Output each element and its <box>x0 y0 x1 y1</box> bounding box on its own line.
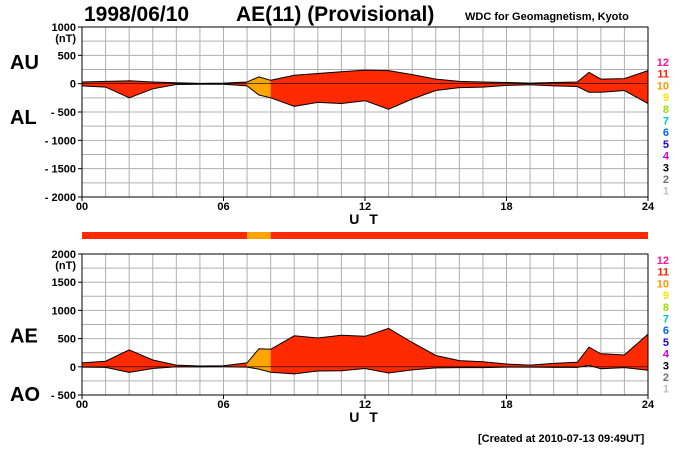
x-tick-label: 12 <box>359 201 371 213</box>
legend-level-12: 12 <box>657 57 669 69</box>
legend-level-7: 7 <box>663 314 669 326</box>
x-tick-label: 18 <box>500 201 512 213</box>
legend-level-8: 8 <box>663 104 669 116</box>
y-tick-label: 0 <box>70 362 76 374</box>
organization-label: WDC for Geomagnetism, Kyoto <box>465 11 629 23</box>
legend-level-4: 4 <box>663 151 670 163</box>
legend-level-3: 3 <box>663 360 669 372</box>
legend-level-11: 11 <box>657 69 669 81</box>
series-line-au <box>81 69 649 84</box>
series-label-al: AL <box>10 107 37 129</box>
legend-level-5: 5 <box>663 139 669 151</box>
x-tick-label: 18 <box>500 399 512 411</box>
y-tick-label: 500 <box>58 334 76 346</box>
legend-level-4: 4 <box>663 349 670 361</box>
y-tick-label: - 500 <box>51 390 76 402</box>
x-tick-label: 00 <box>76 201 88 213</box>
legend-level-8: 8 <box>663 302 669 314</box>
legend-level-2: 2 <box>663 372 669 384</box>
y-unit-label: (nT) <box>55 33 76 45</box>
legend-level-10: 10 <box>657 80 669 92</box>
legend-level-2: 2 <box>663 174 669 186</box>
series-line-al <box>81 83 649 110</box>
legend-level-11: 11 <box>657 267 669 279</box>
created-timestamp: [Created at 2010-07-13 09:49UT] <box>478 433 645 445</box>
x-tick-label: 06 <box>217 201 229 213</box>
area-au-al <box>247 76 271 98</box>
x-tick-label: 06 <box>217 399 229 411</box>
x-tick-label: 12 <box>359 399 371 411</box>
y-tick-label: 1500 <box>52 277 76 289</box>
legend-level-10: 10 <box>657 278 669 290</box>
y-tick-label: 1000 <box>52 305 76 317</box>
chart-panel-1 <box>78 26 649 201</box>
y-tick-label: - 500 <box>51 107 76 119</box>
legend-level-7: 7 <box>663 116 669 128</box>
series-label-au: AU <box>10 52 39 74</box>
legend-level-1: 1 <box>663 186 669 198</box>
x-tick-label: 24 <box>642 399 655 411</box>
y-tick-label: - 2000 <box>45 192 76 204</box>
series-label-ae: AE <box>10 326 38 348</box>
series-label-ao: AO <box>10 384 40 406</box>
legend-level-6: 6 <box>663 127 669 139</box>
y-tick-label: 500 <box>58 50 76 62</box>
activity-bar-segment <box>82 232 248 239</box>
x-axis-label: U T <box>349 409 381 425</box>
legend-level-3: 3 <box>663 162 669 174</box>
legend-level-12: 12 <box>657 255 669 267</box>
activity-bar-segment <box>247 232 271 239</box>
area-au-al <box>82 80 248 98</box>
series-line-ae <box>81 327 649 367</box>
legend-level-9: 9 <box>663 92 669 104</box>
area-ae-ao <box>247 348 271 373</box>
x-tick-label: 24 <box>642 201 655 213</box>
y-unit-label: (nT) <box>55 260 76 272</box>
legend-level-5: 5 <box>663 337 669 349</box>
legend-level-1: 1 <box>663 384 669 396</box>
x-axis-label: U T <box>349 211 381 227</box>
date-title: 1998/06/10 <box>84 3 190 26</box>
area-au-al <box>270 70 648 110</box>
legend-level-9: 9 <box>663 290 669 302</box>
activity-bar-segment <box>270 232 648 239</box>
chart-title: AE(11) (Provisional) <box>236 3 435 26</box>
x-tick-label: 00 <box>76 399 88 411</box>
legend-level-6: 6 <box>663 325 669 337</box>
y-tick-label: 0 <box>70 79 76 91</box>
y-tick-label: 1000 <box>52 22 76 34</box>
y-tick-label: - 1500 <box>45 164 76 176</box>
chart-panel-2 <box>78 253 649 399</box>
y-tick-label: 2000 <box>52 249 76 261</box>
area-ae-ao <box>270 328 648 374</box>
y-tick-label: - 1000 <box>45 135 76 147</box>
